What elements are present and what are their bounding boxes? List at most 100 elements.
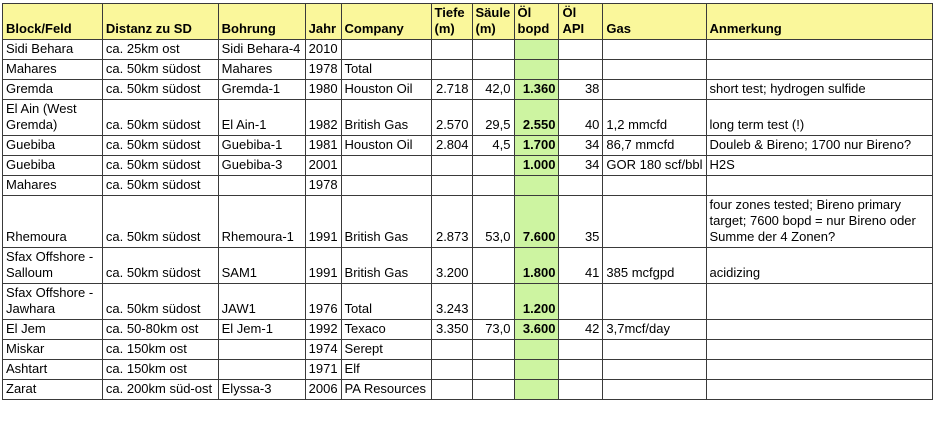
cell-tiefe[interactable] <box>430 59 473 80</box>
cell-bohrung[interactable]: Sidi Behara-4 <box>217 39 306 60</box>
cell-jahr[interactable]: 2006 <box>304 379 342 400</box>
cell-company[interactable]: Total <box>340 59 432 80</box>
cell-jahr[interactable]: 1991 <box>304 247 342 284</box>
cell-bohrung[interactable]: Rhemoura-1 <box>217 195 306 248</box>
cell-block[interactable]: Ashtart <box>2 359 103 380</box>
cell-saeule[interactable] <box>471 339 515 360</box>
header-cell-bohrung[interactable]: Bohrung <box>217 3 306 40</box>
cell-gas[interactable]: 86,7 mmcfd <box>602 135 707 156</box>
cell-bopd[interactable]: 1.360 <box>513 79 560 100</box>
cell-block[interactable]: Miskar <box>2 339 103 360</box>
cell-gas[interactable]: GOR 180 scf/bbl <box>602 155 707 176</box>
cell-anmerkung[interactable] <box>705 175 933 196</box>
cell-block[interactable]: El Jem <box>2 319 103 340</box>
cell-tiefe[interactable] <box>430 339 473 360</box>
cell-bohrung[interactable]: Elyssa-3 <box>217 379 306 400</box>
cell-company[interactable]: Elf <box>340 359 432 380</box>
cell-bohrung[interactable]: JAW1 <box>217 283 306 320</box>
cell-distanz[interactable]: ca. 50km südost <box>101 59 219 80</box>
cell-bopd[interactable]: 2.550 <box>513 99 560 136</box>
cell-block[interactable]: Mahares <box>2 175 103 196</box>
cell-gas[interactable] <box>602 175 707 196</box>
cell-api[interactable] <box>558 175 604 196</box>
cell-bohrung[interactable]: Gremda-1 <box>217 79 306 100</box>
cell-anmerkung[interactable]: acidizing <box>705 247 933 284</box>
cell-block[interactable]: Sfax Offshore - Salloum <box>2 247 103 284</box>
cell-tiefe[interactable] <box>430 175 473 196</box>
cell-company[interactable]: British Gas <box>340 99 432 136</box>
cell-block[interactable]: Sfax Offshore - Jawhara <box>2 283 103 320</box>
cell-api[interactable]: 40 <box>558 99 604 136</box>
cell-api[interactable] <box>558 59 604 80</box>
cell-jahr[interactable]: 1980 <box>304 79 342 100</box>
cell-api[interactable] <box>558 283 604 320</box>
cell-company[interactable] <box>340 39 432 60</box>
cell-saeule[interactable] <box>471 39 515 60</box>
cell-gas[interactable] <box>602 339 707 360</box>
cell-anmerkung[interactable] <box>705 39 933 60</box>
cell-bohrung[interactable] <box>217 339 306 360</box>
cell-tiefe[interactable]: 2.873 <box>430 195 473 248</box>
cell-tiefe[interactable] <box>430 155 473 176</box>
cell-jahr[interactable]: 1976 <box>304 283 342 320</box>
cell-bohrung[interactable]: Mahares <box>217 59 306 80</box>
header-cell-block[interactable]: Block/Feld <box>2 3 103 40</box>
cell-company[interactable]: Total <box>340 283 432 320</box>
cell-distanz[interactable]: ca. 50km südost <box>101 135 219 156</box>
cell-bopd[interactable]: 3.600 <box>513 319 560 340</box>
cell-saeule[interactable] <box>471 175 515 196</box>
cell-distanz[interactable]: ca. 150km ost <box>101 339 219 360</box>
cell-distanz[interactable]: ca. 50km südost <box>101 79 219 100</box>
cell-gas[interactable]: 1,2 mmcfd <box>602 99 707 136</box>
cell-saeule[interactable]: 29,5 <box>471 99 515 136</box>
cell-anmerkung[interactable] <box>705 359 933 380</box>
cell-distanz[interactable]: ca. 50km südost <box>101 175 219 196</box>
cell-jahr[interactable]: 1974 <box>304 339 342 360</box>
cell-jahr[interactable]: 1992 <box>304 319 342 340</box>
cell-bohrung[interactable]: SAM1 <box>217 247 306 284</box>
cell-bopd[interactable]: 7.600 <box>513 195 560 248</box>
cell-bohrung[interactable] <box>217 175 306 196</box>
cell-bopd[interactable]: 1.800 <box>513 247 560 284</box>
cell-api[interactable]: 35 <box>558 195 604 248</box>
cell-gas[interactable]: 3,7mcf/day <box>602 319 707 340</box>
header-cell-bopd[interactable]: Öl bopd <box>513 3 560 40</box>
cell-company[interactable]: Houston Oil <box>340 79 432 100</box>
cell-bopd[interactable]: 1.000 <box>513 155 560 176</box>
cell-gas[interactable] <box>602 195 707 248</box>
cell-distanz[interactable]: ca. 50km südost <box>101 247 219 284</box>
cell-block[interactable]: Sidi Behara <box>2 39 103 60</box>
cell-block[interactable]: Rhemoura <box>2 195 103 248</box>
cell-bohrung[interactable]: Guebiba-1 <box>217 135 306 156</box>
cell-gas[interactable] <box>602 359 707 380</box>
cell-gas[interactable] <box>602 79 707 100</box>
cell-tiefe[interactable] <box>430 359 473 380</box>
cell-tiefe[interactable]: 2.718 <box>430 79 473 100</box>
cell-tiefe[interactable] <box>430 39 473 60</box>
cell-company[interactable]: British Gas <box>340 195 432 248</box>
cell-api[interactable]: 34 <box>558 135 604 156</box>
cell-bopd[interactable] <box>513 379 560 400</box>
cell-api[interactable]: 38 <box>558 79 604 100</box>
cell-saeule[interactable]: 4,5 <box>471 135 515 156</box>
cell-company[interactable]: Serept <box>340 339 432 360</box>
cell-saeule[interactable]: 53,0 <box>471 195 515 248</box>
cell-block[interactable]: Mahares <box>2 59 103 80</box>
header-cell-company[interactable]: Company <box>340 3 432 40</box>
cell-bopd[interactable]: 1.200 <box>513 283 560 320</box>
cell-api[interactable] <box>558 379 604 400</box>
cell-anmerkung[interactable]: H2S <box>705 155 933 176</box>
cell-jahr[interactable]: 2010 <box>304 39 342 60</box>
cell-distanz[interactable]: ca. 150km ost <box>101 359 219 380</box>
cell-bohrung[interactable] <box>217 359 306 380</box>
cell-distanz[interactable]: ca. 50-80km ost <box>101 319 219 340</box>
cell-api[interactable]: 41 <box>558 247 604 284</box>
cell-bopd[interactable] <box>513 39 560 60</box>
header-cell-distanz[interactable]: Distanz zu SD <box>101 3 219 40</box>
cell-bohrung[interactable]: Guebiba-3 <box>217 155 306 176</box>
cell-saeule[interactable] <box>471 359 515 380</box>
cell-gas[interactable]: 385 mcfgpd <box>602 247 707 284</box>
cell-tiefe[interactable] <box>430 379 473 400</box>
cell-bopd[interactable]: 1.700 <box>513 135 560 156</box>
cell-tiefe[interactable]: 2.804 <box>430 135 473 156</box>
